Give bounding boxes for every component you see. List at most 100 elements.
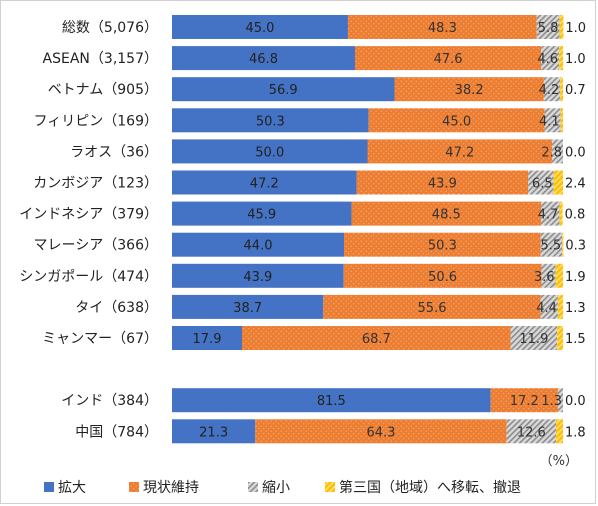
- bar-segment: [172, 170, 357, 195]
- data-label: 1.0: [565, 52, 586, 67]
- bar-segment: [559, 15, 564, 39]
- data-label: 0.8: [565, 208, 586, 223]
- bar-segment: [323, 294, 541, 319]
- legend-swatch: [129, 482, 139, 492]
- bar-segment: [172, 108, 369, 133]
- data-label: 46.8: [249, 52, 278, 67]
- bar-segment: [536, 15, 560, 39]
- bar-segment: [367, 139, 553, 164]
- category-label: ミャンマー（67）: [42, 331, 158, 347]
- bar-segment: [172, 232, 345, 257]
- bar-segment: [172, 419, 256, 444]
- data-label: 4.6: [537, 52, 558, 67]
- bar-segment: [541, 263, 556, 288]
- bar-segment: [560, 77, 563, 102]
- legend-label: 縮小: [262, 480, 290, 496]
- data-label: 0.0: [565, 145, 586, 160]
- category-label: カンボジア（123）: [33, 176, 158, 192]
- category-label: 中国（784）: [75, 424, 158, 440]
- bar-segment: [506, 419, 556, 444]
- data-label: 17.9: [193, 332, 222, 347]
- data-label: 56.9: [269, 83, 298, 98]
- data-label: 2.8: [541, 145, 562, 160]
- bar-segment: [562, 232, 564, 257]
- data-label: 68.7: [362, 332, 391, 347]
- data-label: 5.8: [538, 21, 559, 36]
- bar-segment: [555, 419, 563, 444]
- data-label: 1.9: [565, 270, 586, 285]
- bar-segment: [172, 388, 491, 413]
- category-label: タイ（638）: [75, 300, 158, 316]
- data-label: 0.0: [565, 394, 586, 409]
- data-label: 4.2: [539, 83, 560, 98]
- legend-swatch: [44, 482, 54, 492]
- bar-segment: [557, 294, 563, 319]
- bar-segment: [172, 294, 324, 319]
- data-label: 17.2: [510, 394, 539, 409]
- bar-segment: [510, 326, 558, 350]
- data-label: 50.6: [428, 270, 457, 285]
- data-label: 1.3: [565, 301, 586, 316]
- category-label: インドネシア（379）: [19, 207, 158, 223]
- bar-segment: [172, 263, 344, 288]
- bar-segment: [541, 46, 560, 71]
- data-label: 4.4: [536, 301, 557, 316]
- data-label: 12.6: [517, 425, 546, 440]
- bar-segment: [172, 15, 348, 39]
- bar-segment: [347, 15, 537, 39]
- data-label: 43.9: [243, 270, 272, 285]
- data-label: 38.2: [455, 83, 484, 98]
- data-label: 21.3: [199, 425, 228, 440]
- bar-segment: [394, 77, 544, 102]
- data-label: 1.0: [565, 21, 586, 36]
- data-label: 2.4: [565, 177, 586, 192]
- data-label: 44.0: [244, 239, 273, 254]
- bar-segment: [544, 108, 561, 133]
- bar-segment: [368, 108, 545, 133]
- data-label: 45.0: [442, 114, 471, 129]
- category-label: ラオス（36）: [70, 144, 158, 160]
- unit-label: （%）: [540, 454, 578, 469]
- bar-segment: [172, 139, 368, 164]
- category-label: シンガポール（474）: [19, 269, 158, 285]
- category-label: インド（384）: [61, 393, 158, 409]
- bar-segment: [555, 263, 563, 288]
- data-label: 45.0: [245, 21, 274, 36]
- bar-segment: [552, 139, 563, 164]
- data-label: 48.5: [432, 208, 461, 223]
- data-label: 55.6: [418, 301, 447, 316]
- bar-segment: [172, 326, 242, 350]
- data-label: 50.3: [256, 114, 285, 129]
- data-label: 50.3: [428, 239, 457, 254]
- data-label: 45.9: [247, 208, 276, 223]
- category-label: 総数（5,076）: [62, 20, 158, 36]
- data-label: 1.8: [565, 425, 586, 440]
- bar-segment: [172, 201, 352, 226]
- category-label: ベトナム（905）: [48, 82, 158, 98]
- category-label: マレーシア（366）: [34, 238, 158, 254]
- bar-segment: [241, 326, 511, 350]
- legend-swatch: [325, 482, 335, 492]
- bar-segment: [543, 77, 561, 102]
- data-label: 38.7: [233, 301, 262, 316]
- bar-segment: [255, 419, 507, 444]
- data-label: 3.6: [534, 270, 555, 285]
- data-label: 43.9: [428, 177, 457, 192]
- bar-segment: [540, 294, 558, 319]
- bar-segment: [557, 326, 563, 350]
- data-label: 50.0: [255, 145, 284, 160]
- bar-segment: [540, 232, 563, 257]
- data-label: 0.7: [565, 83, 586, 98]
- data-label: 4.1: [539, 114, 560, 129]
- bar-segment: [344, 232, 541, 257]
- bar-segment: [351, 201, 542, 226]
- data-label: 5.5: [541, 239, 562, 254]
- bar-segment: [354, 46, 542, 71]
- bar-segment: [541, 201, 560, 226]
- data-label: 48.3: [428, 21, 457, 36]
- bar-segment: [172, 77, 395, 102]
- category-label: フィリピン（169）: [34, 113, 158, 129]
- data-label: 11.9: [519, 332, 548, 347]
